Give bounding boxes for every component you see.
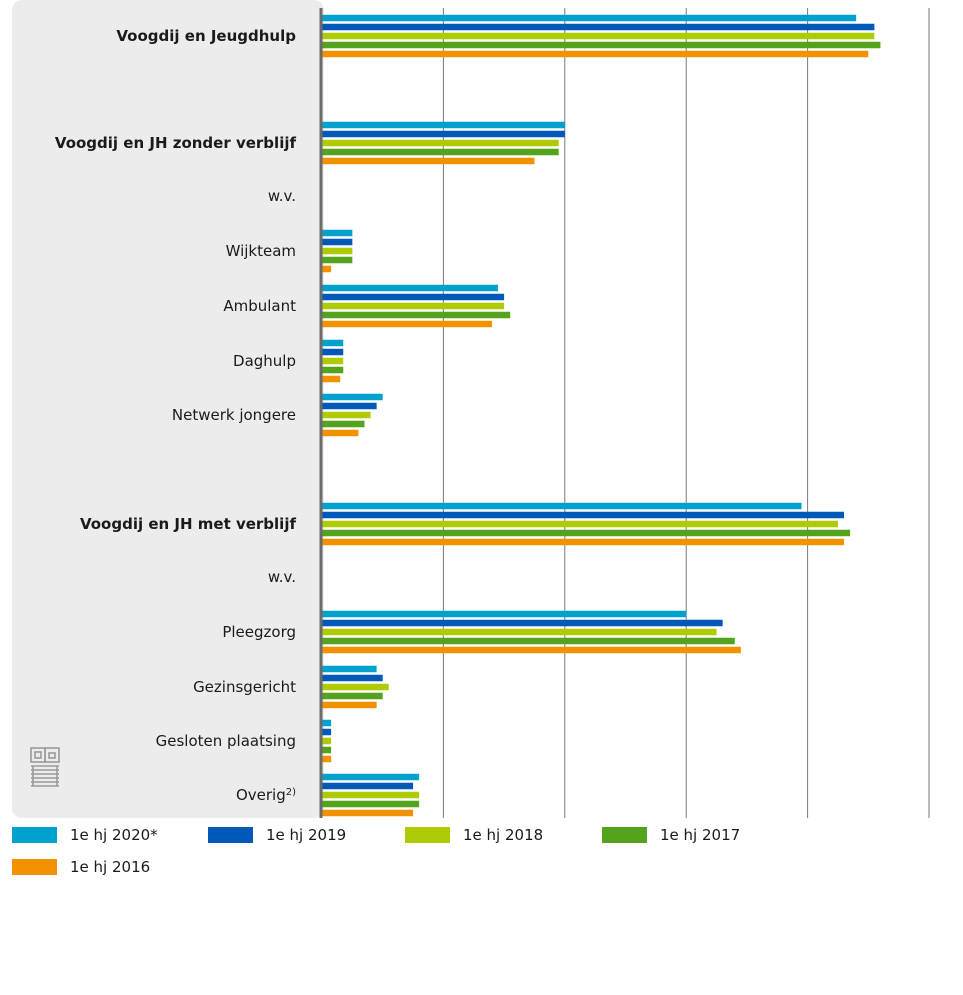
- bar: [322, 809, 414, 817]
- bar: [322, 348, 344, 356]
- bar: [322, 529, 851, 537]
- bar: [322, 339, 344, 347]
- legend-label: 1e hj 2016: [70, 858, 151, 876]
- bar: [322, 420, 365, 428]
- bar: [322, 302, 505, 310]
- category-label: Overig2): [236, 786, 296, 804]
- bar: [322, 320, 492, 328]
- bar: [322, 610, 687, 618]
- bar: [322, 502, 802, 510]
- bar: [322, 520, 838, 528]
- bar: [322, 429, 359, 437]
- bar: [322, 782, 414, 790]
- bar: [322, 23, 875, 31]
- bar: [322, 148, 559, 156]
- category-label: w.v.: [268, 187, 296, 205]
- bar: [322, 14, 857, 22]
- bar: [322, 746, 332, 754]
- bar: [322, 238, 353, 246]
- legend-item-2016: 1e hj 2016: [12, 857, 150, 877]
- bar: [322, 411, 371, 419]
- bar: [322, 800, 420, 808]
- bar: [322, 256, 353, 264]
- bar: [322, 402, 377, 410]
- legend-item-2020: 1e hj 2020*: [12, 825, 158, 845]
- bar: [322, 538, 845, 546]
- legend-swatch: [12, 859, 57, 875]
- bar: [322, 619, 723, 627]
- legend-item-2017: 1e hj 2017: [602, 825, 740, 845]
- legend-item-2019: 1e hj 2019: [208, 825, 346, 845]
- bar: [322, 755, 332, 763]
- category-label: w.v.: [268, 568, 296, 586]
- bar: [322, 637, 735, 645]
- footnote-marker: 2): [286, 787, 296, 798]
- bar: [322, 121, 565, 129]
- bar: [322, 393, 383, 401]
- bar: [322, 229, 353, 237]
- bar: [322, 366, 344, 374]
- legend-label: 1e hj 2017: [660, 826, 741, 844]
- bar: [322, 701, 377, 709]
- bar: [322, 674, 383, 682]
- chart: Voogdij en Jeugdhulp Voogdij en JH zonder…: [12, 0, 930, 818]
- bar: [322, 692, 383, 700]
- category-label: Pleegzorg: [222, 623, 296, 641]
- category-label: Voogdij en Jeugdhulp: [116, 27, 296, 45]
- bar: [322, 375, 341, 383]
- label-panel: [12, 0, 324, 818]
- category-label: Daghulp: [233, 352, 296, 370]
- bar: [322, 719, 332, 727]
- legend-swatch: [12, 827, 57, 843]
- bar: [322, 311, 511, 319]
- bar: [322, 139, 559, 147]
- category-label: Voogdij en JH met verblijf: [80, 515, 297, 533]
- bar: [322, 728, 332, 736]
- legend-swatch: [602, 827, 647, 843]
- bar: [322, 247, 353, 255]
- legend-label: 1e hj 2020*: [70, 826, 158, 844]
- bar: [322, 357, 344, 365]
- category-label: Gezinsgericht: [193, 678, 296, 696]
- category-label: Ambulant: [223, 297, 296, 315]
- bar: [322, 773, 420, 781]
- legend-swatch: [208, 827, 253, 843]
- bar: [322, 265, 332, 273]
- bar: [322, 284, 499, 292]
- bar: [322, 665, 377, 673]
- bar: [322, 50, 869, 58]
- bar: [322, 511, 845, 519]
- bar: [322, 41, 881, 49]
- bar: [322, 646, 741, 654]
- legend-label: 1e hj 2019: [266, 826, 347, 844]
- bar: [322, 130, 565, 138]
- category-label: Netwerk jongere: [172, 406, 296, 424]
- bar: [322, 293, 505, 301]
- category-label: Voogdij en JH zonder verblijf: [55, 134, 297, 152]
- bar: [322, 791, 420, 799]
- legend-label: 1e hj 2018: [463, 826, 544, 844]
- legend-swatch: [405, 827, 450, 843]
- bar: [322, 683, 389, 691]
- category-label: Gesloten plaatsing: [156, 732, 296, 750]
- cbs-logo: [30, 747, 60, 787]
- bar: [322, 737, 332, 745]
- bar: [322, 32, 875, 40]
- legend-item-2018: 1e hj 2018: [405, 825, 543, 845]
- bar: [322, 157, 535, 165]
- category-label: Wijkteam: [226, 242, 296, 260]
- bar: [322, 628, 717, 636]
